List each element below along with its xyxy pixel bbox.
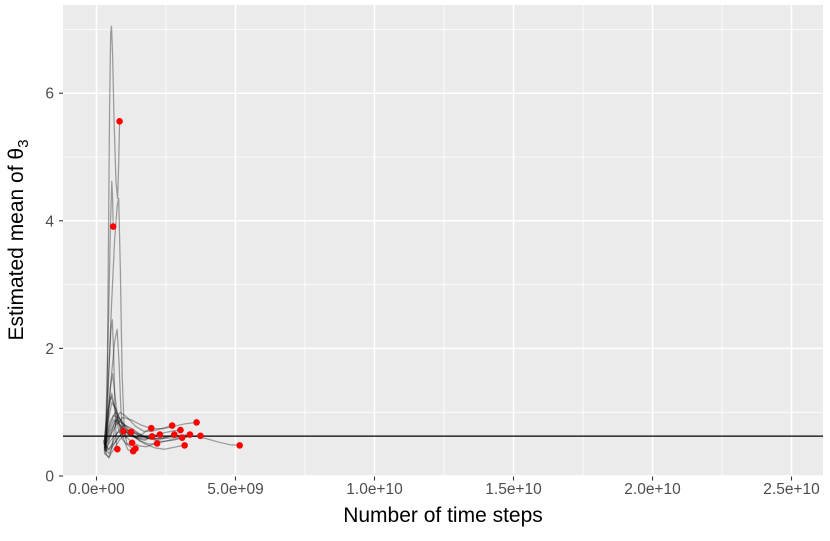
- trajectory-line: [103, 319, 118, 450]
- y-tick-label: 2: [45, 341, 54, 358]
- x-tick-label: 2.0e+10: [624, 481, 681, 498]
- endpoint-dot: [177, 426, 184, 434]
- endpoint-dot: [116, 117, 123, 125]
- y-tick-label: 0: [45, 469, 54, 486]
- endpoint-dot: [114, 445, 121, 453]
- trajectory-line: [104, 433, 186, 458]
- endpoint-dot: [197, 432, 204, 440]
- trajectory-line: [104, 429, 241, 452]
- x-tick-label: 1.5e+10: [485, 481, 542, 498]
- trajectory-line: [103, 392, 133, 453]
- endpoint-dot: [193, 419, 200, 426]
- endpoint-dot: [236, 442, 243, 449]
- endpoint-dot: [171, 431, 178, 438]
- trajectory-line: [105, 25, 121, 452]
- trajectory-line: [104, 424, 175, 452]
- x-tick-label: 1.0e+10: [346, 481, 403, 498]
- x-tick-label: 0.0e+00: [68, 481, 125, 498]
- trajectory-line: [104, 416, 198, 448]
- endpoint-dot: [109, 223, 117, 230]
- y-axis-title-text: Estimated mean of: [5, 159, 28, 341]
- panel-background: [63, 5, 823, 477]
- trajectory-line: [104, 197, 137, 450]
- x-tick-label: 5.0e+09: [207, 481, 263, 498]
- y-tick-label: 6: [45, 86, 54, 103]
- endpoint-dot: [178, 434, 186, 442]
- trajectory-line: [104, 328, 125, 455]
- endpoint-dot: [153, 440, 161, 447]
- endpoint-dot: [181, 442, 188, 449]
- endpoint-dot: [127, 428, 135, 436]
- endpoint-dot: [148, 433, 156, 440]
- x-axis-title: Number of time steps: [343, 504, 543, 527]
- endpoint-dot: [120, 428, 127, 435]
- trajectory-line: [104, 411, 183, 445]
- endpoint-dot: [128, 439, 136, 447]
- endpoint-dot: [186, 431, 194, 438]
- endpoint-dot: [168, 422, 176, 429]
- x-tick-label: 2.5e+10: [763, 481, 820, 498]
- trajectory-line: [105, 411, 173, 453]
- ylabel-subscript: 3: [15, 139, 33, 148]
- theta-symbol: θ: [5, 147, 28, 160]
- endpoint-dot: [129, 447, 137, 455]
- trajectory-line: [104, 430, 153, 455]
- y-tick-label: 4: [45, 213, 54, 230]
- trajectory-line: [103, 419, 182, 450]
- trajectory-line: [104, 417, 134, 459]
- endpoint-dot: [156, 431, 164, 438]
- y-axis-title: Estimated mean of θ3: [5, 4, 33, 476]
- endpoint-dot: [147, 424, 155, 432]
